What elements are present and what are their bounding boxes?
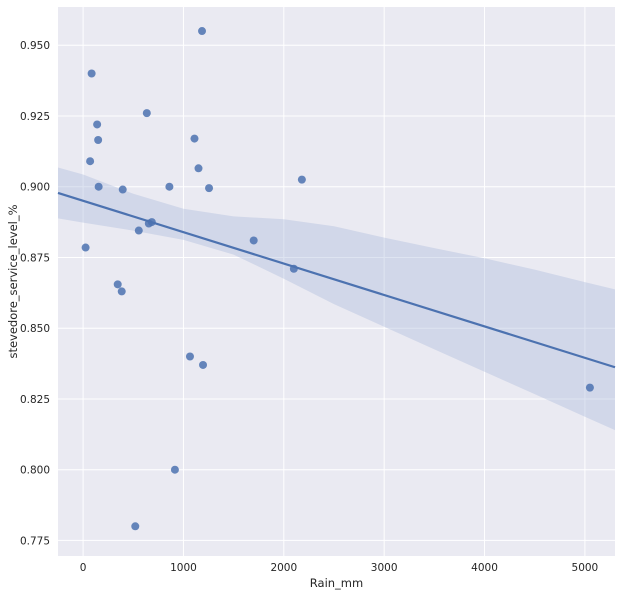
y-axis-label: stevedore_service_level_% xyxy=(6,204,20,358)
x-tick-label: 1000 xyxy=(170,562,197,574)
y-tick-label: 0.950 xyxy=(20,40,50,52)
x-tick-label: 3000 xyxy=(371,562,398,574)
x-tick-label: 0 xyxy=(80,562,87,574)
data-point xyxy=(249,236,258,245)
data-point xyxy=(118,185,127,194)
data-point xyxy=(94,136,103,145)
data-point xyxy=(194,164,203,173)
data-point xyxy=(113,280,122,289)
y-tick-label: 0.775 xyxy=(20,535,50,547)
plot-background xyxy=(58,7,615,556)
y-tick-label: 0.825 xyxy=(20,394,50,406)
data-point xyxy=(185,352,194,361)
x-tick-label: 2000 xyxy=(270,562,297,574)
data-point xyxy=(93,120,102,129)
data-point xyxy=(117,287,126,296)
x-tick-labels: 0 1000 2000 3000 4000 5000 xyxy=(80,562,599,574)
data-point xyxy=(94,182,103,191)
regression-line xyxy=(57,191,616,369)
x-axis-label: Rain_mm xyxy=(310,576,363,590)
y-tick-labels: 0.775 0.800 0.825 0.850 0.875 0.900 0.925 0.950 xyxy=(20,40,50,547)
grid-lines xyxy=(58,7,615,556)
data-point xyxy=(585,383,594,392)
data-point xyxy=(165,182,174,191)
data-point xyxy=(86,157,95,166)
data-point xyxy=(170,465,179,474)
data-point xyxy=(190,134,199,143)
data-point xyxy=(199,360,208,369)
data-point xyxy=(142,109,151,118)
data-point xyxy=(134,226,143,235)
y-tick-label: 0.800 xyxy=(20,465,50,477)
y-tick-label: 0.850 xyxy=(20,323,50,335)
data-point xyxy=(131,522,140,531)
x-tick-label: 5000 xyxy=(572,562,599,574)
data-point xyxy=(87,69,96,78)
confidence-band xyxy=(58,167,615,431)
data-point xyxy=(205,184,214,193)
data-point xyxy=(297,175,306,184)
data-point xyxy=(198,27,207,36)
data-point xyxy=(81,243,90,252)
y-tick-label: 0.875 xyxy=(20,252,50,264)
y-tick-label: 0.925 xyxy=(20,111,50,123)
x-tick-label: 4000 xyxy=(471,562,498,574)
y-tick-label: 0.900 xyxy=(20,182,50,194)
